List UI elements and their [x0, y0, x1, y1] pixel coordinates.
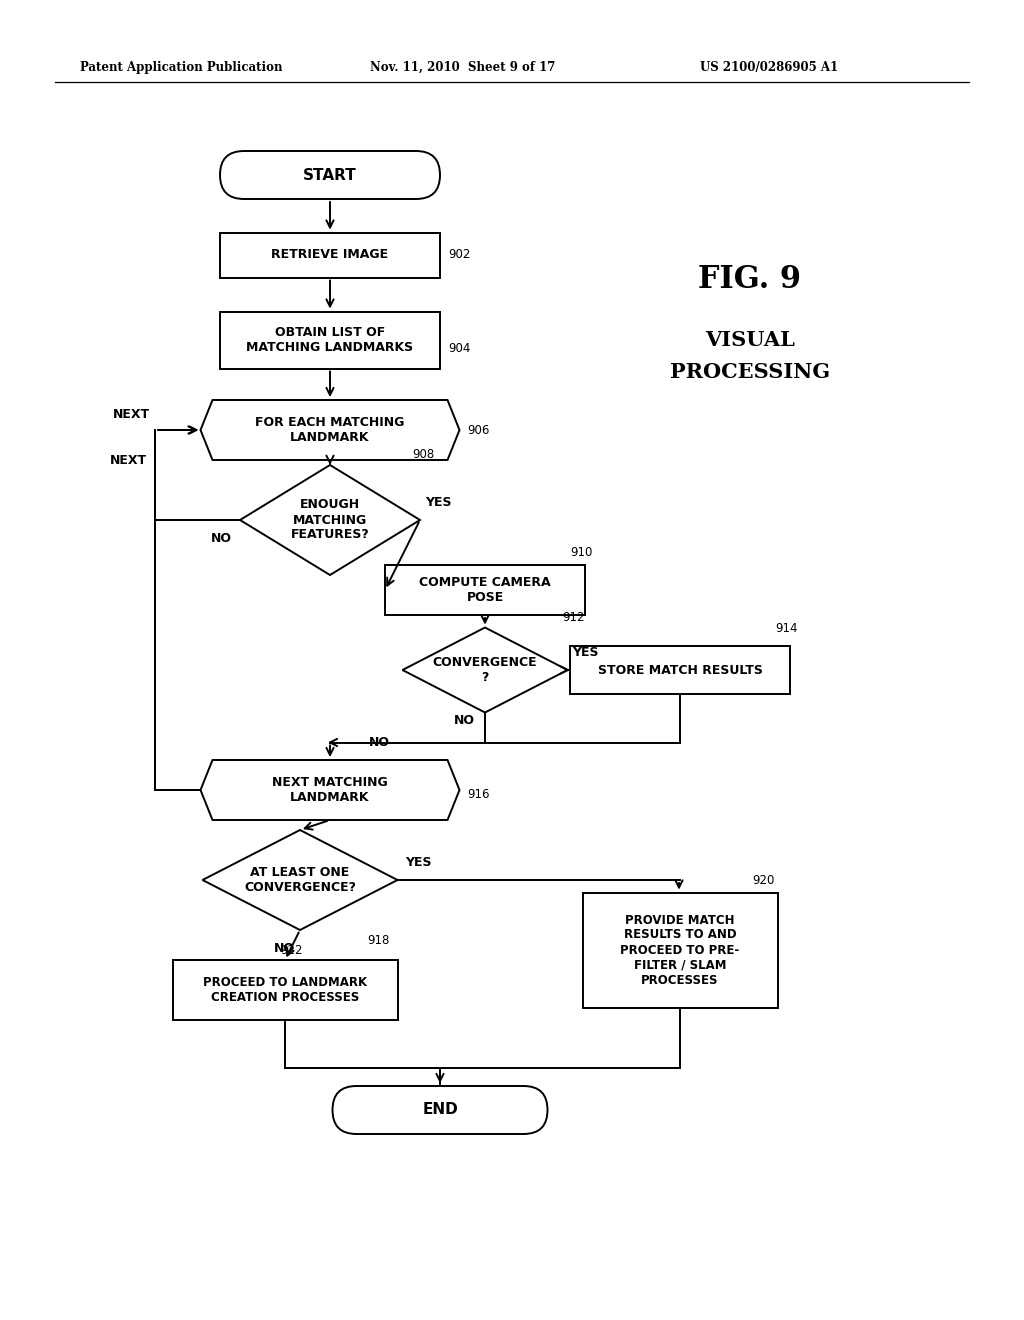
Text: NEXT: NEXT: [113, 408, 150, 421]
Text: PROCEED TO LANDMARK
CREATION PROCESSES: PROCEED TO LANDMARK CREATION PROCESSES: [203, 975, 367, 1005]
Polygon shape: [201, 760, 460, 820]
Text: 918: 918: [368, 933, 390, 946]
Text: Patent Application Publication: Patent Application Publication: [80, 61, 283, 74]
Text: 912: 912: [562, 611, 585, 624]
Text: Nov. 11, 2010  Sheet 9 of 17: Nov. 11, 2010 Sheet 9 of 17: [370, 61, 555, 74]
Text: RETRIEVE IMAGE: RETRIEVE IMAGE: [271, 248, 388, 261]
Text: 914: 914: [775, 622, 798, 635]
Text: 908: 908: [412, 449, 434, 462]
Text: STORE MATCH RESULTS: STORE MATCH RESULTS: [598, 664, 763, 676]
Text: YES: YES: [572, 645, 599, 659]
Bar: [220, 312, 440, 368]
Text: YES: YES: [425, 495, 452, 508]
Text: VISUAL: VISUAL: [706, 330, 795, 350]
Polygon shape: [203, 830, 397, 931]
Polygon shape: [402, 627, 567, 713]
Bar: [220, 232, 440, 277]
Bar: [583, 892, 777, 1007]
Text: NO: NO: [211, 532, 232, 544]
Text: PROVIDE MATCH
RESULTS TO AND
PROCEED TO PRE-
FILTER / SLAM
PROCESSES: PROVIDE MATCH RESULTS TO AND PROCEED TO …: [621, 913, 739, 986]
Text: YES: YES: [406, 855, 432, 869]
Text: 910: 910: [570, 545, 592, 558]
Text: 920: 920: [753, 874, 775, 887]
Text: CONVERGENCE
?: CONVERGENCE ?: [433, 656, 538, 684]
Text: FOR EACH MATCHING
LANDMARK: FOR EACH MATCHING LANDMARK: [255, 416, 404, 444]
Text: 904: 904: [449, 342, 470, 355]
Text: 906: 906: [468, 424, 489, 437]
Text: FIG. 9: FIG. 9: [698, 264, 802, 296]
Text: NO: NO: [369, 737, 390, 748]
Text: NEXT MATCHING
LANDMARK: NEXT MATCHING LANDMARK: [272, 776, 388, 804]
Text: END: END: [422, 1102, 458, 1118]
Text: AT LEAST ONE
CONVERGENCE?: AT LEAST ONE CONVERGENCE?: [244, 866, 356, 894]
Text: US 2100/0286905 A1: US 2100/0286905 A1: [700, 61, 838, 74]
Text: 922: 922: [280, 944, 302, 957]
Text: PROCESSING: PROCESSING: [670, 362, 830, 381]
FancyBboxPatch shape: [220, 150, 440, 199]
Text: NEXT: NEXT: [110, 454, 147, 466]
FancyBboxPatch shape: [333, 1086, 548, 1134]
Polygon shape: [240, 465, 420, 576]
Text: ENOUGH
MATCHING
FEATURES?: ENOUGH MATCHING FEATURES?: [291, 499, 370, 541]
Bar: [172, 960, 397, 1020]
Text: OBTAIN LIST OF
MATCHING LANDMARKS: OBTAIN LIST OF MATCHING LANDMARKS: [247, 326, 414, 354]
Bar: [570, 645, 790, 694]
Text: START: START: [303, 168, 357, 182]
Text: NO: NO: [454, 714, 475, 727]
Text: 902: 902: [449, 248, 470, 261]
Text: NO: NO: [274, 941, 295, 954]
Text: COMPUTE CAMERA
POSE: COMPUTE CAMERA POSE: [419, 576, 551, 605]
Bar: [385, 565, 585, 615]
Text: 916: 916: [468, 788, 490, 801]
Polygon shape: [201, 400, 460, 459]
